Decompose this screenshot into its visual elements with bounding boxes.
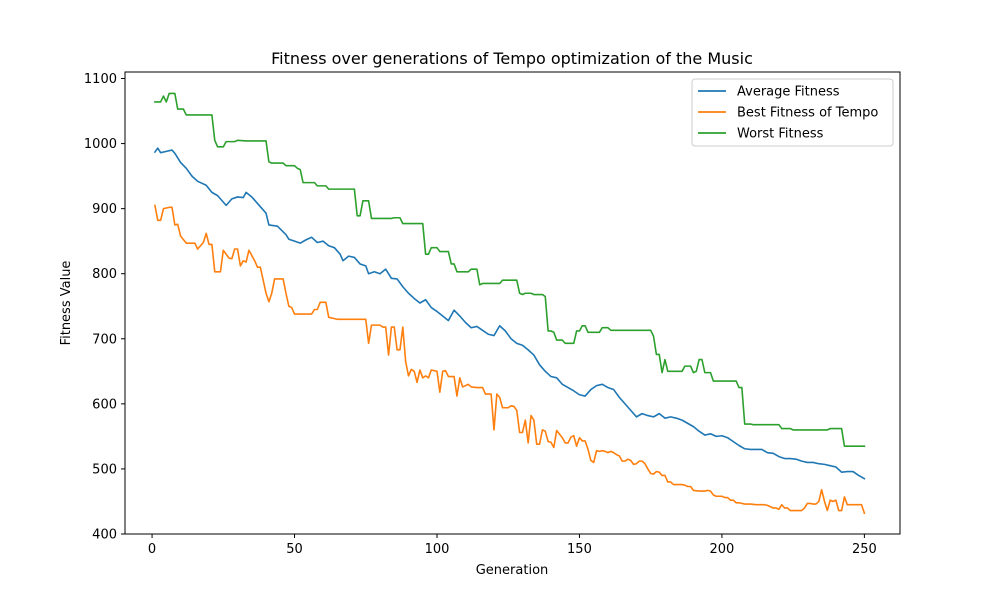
legend-label-average-fitness: Average Fitness	[737, 85, 840, 100]
x-tick-label: 100	[425, 542, 450, 557]
x-tick-label: 200	[710, 542, 735, 557]
y-tick-label: 800	[92, 267, 117, 282]
legend-label-worst-fitness: Worst Fitness	[737, 127, 824, 142]
y-tick-label: 400	[92, 528, 117, 543]
plot-frame	[124, 71, 901, 535]
series-layer	[153, 92, 866, 515]
y-tick-label: 1000	[84, 137, 117, 152]
x-tick-label: 50	[286, 542, 303, 557]
y-tick-label: 500	[92, 462, 117, 477]
legend: Average Fitness Best Fitness of Tempo Wors…	[691, 78, 894, 147]
x-axis: 0 50 100 150 200 250	[148, 534, 877, 557]
series-line-best-fitness-of-tempo	[153, 204, 866, 515]
y-tick-label: 600	[92, 397, 117, 412]
x-tick-label: 150	[567, 542, 592, 557]
series-line-average-fitness	[153, 147, 866, 480]
y-tick-label: 1100	[84, 72, 117, 87]
chart-title: Fitness over generations of Tempo optimi…	[271, 49, 753, 68]
y-tick-label: 900	[92, 202, 117, 217]
y-tick-label: 700	[92, 332, 117, 347]
series-line-worst-fitness	[154, 92, 866, 447]
y-axis: 400 500 600 700 800 900 1000 1100	[84, 72, 125, 543]
x-tick-label: 250	[852, 542, 877, 557]
legend-box	[691, 78, 894, 147]
legend-label-best-fitness-of-tempo: Best Fitness of Tempo	[737, 106, 878, 121]
x-axis-label: Generation	[476, 563, 549, 578]
x-tick-label: 0	[148, 542, 156, 557]
y-axis-label: Fitness Value	[59, 261, 74, 346]
